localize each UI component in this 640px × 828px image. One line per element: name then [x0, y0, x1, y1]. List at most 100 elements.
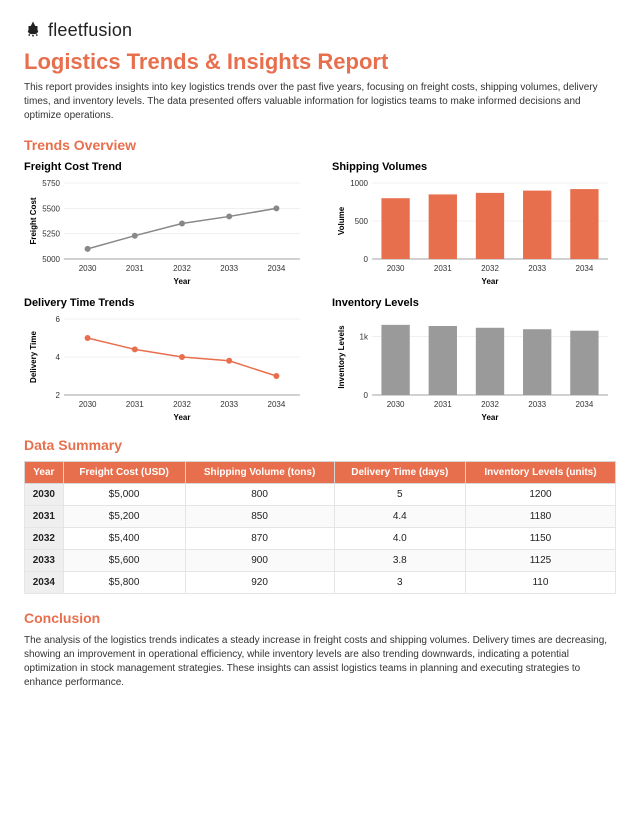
table-cell: 2030 — [25, 484, 64, 506]
svg-text:5250: 5250 — [42, 230, 60, 239]
table-cell: $5,400 — [63, 528, 185, 550]
svg-text:2034: 2034 — [268, 400, 286, 409]
svg-text:5000: 5000 — [42, 255, 60, 264]
table-header-row: YearFreight Cost (USD)Shipping Volume (t… — [25, 462, 616, 484]
svg-text:2030: 2030 — [79, 264, 97, 273]
table-row: 2031$5,2008504.41180 — [25, 506, 616, 528]
svg-text:2032: 2032 — [173, 264, 191, 273]
table-row: 2030$5,00080051200 — [25, 484, 616, 506]
svg-text:2032: 2032 — [481, 400, 499, 409]
section-conclusion: Conclusion — [24, 610, 616, 626]
report-intro: This report provides insights into key l… — [24, 81, 616, 123]
table-cell: $5,000 — [63, 484, 185, 506]
brand-icon — [24, 20, 42, 41]
svg-text:2: 2 — [56, 391, 61, 400]
chart-title: Shipping Volumes — [332, 161, 616, 173]
svg-text:Year: Year — [482, 277, 499, 286]
table-cell: $5,200 — [63, 506, 185, 528]
table-cell: 1150 — [465, 528, 615, 550]
table-cell: 3.8 — [334, 550, 465, 572]
table-header-cell: Inventory Levels (units) — [465, 462, 615, 484]
table-header-cell: Year — [25, 462, 64, 484]
table-cell: $5,600 — [63, 550, 185, 572]
svg-text:2031: 2031 — [434, 400, 452, 409]
table-cell: $5,800 — [63, 572, 185, 594]
brand-name: fleetfusion — [48, 20, 132, 41]
svg-text:2030: 2030 — [79, 400, 97, 409]
svg-text:2031: 2031 — [434, 264, 452, 273]
table-cell: 900 — [185, 550, 334, 572]
table-cell: 920 — [185, 572, 334, 594]
chart-freight: Freight Cost Trend 5000 5250 5500 5750 2030 2… — [24, 161, 308, 287]
table-row: 2034$5,8009203110 — [25, 572, 616, 594]
svg-text:Year: Year — [174, 277, 191, 286]
svg-text:2030: 2030 — [387, 264, 405, 273]
chart-title: Delivery Time Trends — [24, 297, 308, 309]
chart-svg-delivery: 2 4 6 2030 2031 2032 2033 2034 Year Delivery Time — [24, 313, 308, 423]
chart-grid: Freight Cost Trend 500052505500575020302… — [24, 161, 616, 423]
chart-svg-shipping: 0 500 1000 2030 2031 2032 2033 2034 Year Volume — [332, 177, 616, 287]
table-row: 2033$5,6009003.81125 — [25, 550, 616, 572]
table-header-cell: Freight Cost (USD) — [63, 462, 185, 484]
svg-text:Volume: Volume — [337, 206, 346, 235]
svg-text:1k: 1k — [360, 333, 369, 342]
table-cell: 1180 — [465, 506, 615, 528]
table-cell: 1125 — [465, 550, 615, 572]
svg-text:2033: 2033 — [220, 400, 238, 409]
table-cell: 2032 — [25, 528, 64, 550]
svg-text:6: 6 — [56, 315, 61, 324]
table-body: 2030$5,000800512002031$5,2008504.4118020… — [25, 484, 616, 594]
table-cell: 1200 — [465, 484, 615, 506]
conclusion-text: The analysis of the logistics trends ind… — [24, 634, 616, 690]
svg-text:5500: 5500 — [42, 204, 60, 213]
svg-text:2031: 2031 — [126, 400, 144, 409]
table-cell: 850 — [185, 506, 334, 528]
svg-text:2033: 2033 — [220, 264, 238, 273]
chart-inventory: Inventory Levels 0 1k 2030 2031 2032 2033 2034… — [332, 297, 616, 423]
table-cell: 3 — [334, 572, 465, 594]
table-cell: 4.4 — [334, 506, 465, 528]
chart-title: Inventory Levels — [332, 297, 616, 309]
svg-text:Year: Year — [482, 413, 499, 422]
table-header-cell: Delivery Time (days) — [334, 462, 465, 484]
svg-text:Year: Year — [174, 413, 191, 422]
svg-text:2031: 2031 — [126, 264, 144, 273]
svg-text:0: 0 — [364, 391, 369, 400]
chart-svg-inventory: 0 1k 2030 2031 2032 2033 2034 Year Inventory Lev… — [332, 313, 616, 423]
table-cell: 110 — [465, 572, 615, 594]
svg-text:Inventory Levels: Inventory Levels — [337, 325, 346, 389]
table-cell: 800 — [185, 484, 334, 506]
table-row: 2032$5,4008704.01150 — [25, 528, 616, 550]
svg-text:0: 0 — [364, 255, 369, 264]
svg-text:2030: 2030 — [387, 400, 405, 409]
section-summary: Data Summary — [24, 437, 616, 453]
table-cell: 5 — [334, 484, 465, 506]
svg-text:2033: 2033 — [528, 400, 546, 409]
table-cell: 2033 — [25, 550, 64, 572]
section-trends: Trends Overview — [24, 137, 616, 153]
svg-text:2034: 2034 — [576, 264, 594, 273]
svg-text:Delivery Time: Delivery Time — [29, 331, 38, 383]
svg-text:2032: 2032 — [481, 264, 499, 273]
table-cell: 4.0 — [334, 528, 465, 550]
table-cell: 2031 — [25, 506, 64, 528]
report-title: Logistics Trends & Insights Report — [24, 49, 616, 75]
brand-logo: fleetfusion — [24, 20, 616, 41]
svg-text:Freight Cost: Freight Cost — [29, 197, 38, 244]
svg-text:1000: 1000 — [350, 179, 368, 188]
svg-text:500: 500 — [355, 217, 369, 226]
chart-svg-freight: 5000 5250 5500 5750 2030 2031 2032 2033 2034 Year… — [24, 177, 308, 287]
svg-text:2033: 2033 — [528, 264, 546, 273]
svg-text:5750: 5750 — [42, 179, 60, 188]
table-cell: 2034 — [25, 572, 64, 594]
chart-delivery: Delivery Time Trends 2 4 6 2030 2031 2032 2033… — [24, 297, 308, 423]
svg-text:4: 4 — [56, 353, 61, 362]
table-header-cell: Shipping Volume (tons) — [185, 462, 334, 484]
svg-text:2032: 2032 — [173, 400, 191, 409]
svg-text:2034: 2034 — [268, 264, 286, 273]
chart-title: Freight Cost Trend — [24, 161, 308, 173]
summary-table: YearFreight Cost (USD)Shipping Volume (t… — [24, 461, 616, 594]
svg-text:2034: 2034 — [576, 400, 594, 409]
chart-shipping: Shipping Volumes 0 500 1000 2030 2031 2032 203… — [332, 161, 616, 287]
table-cell: 870 — [185, 528, 334, 550]
